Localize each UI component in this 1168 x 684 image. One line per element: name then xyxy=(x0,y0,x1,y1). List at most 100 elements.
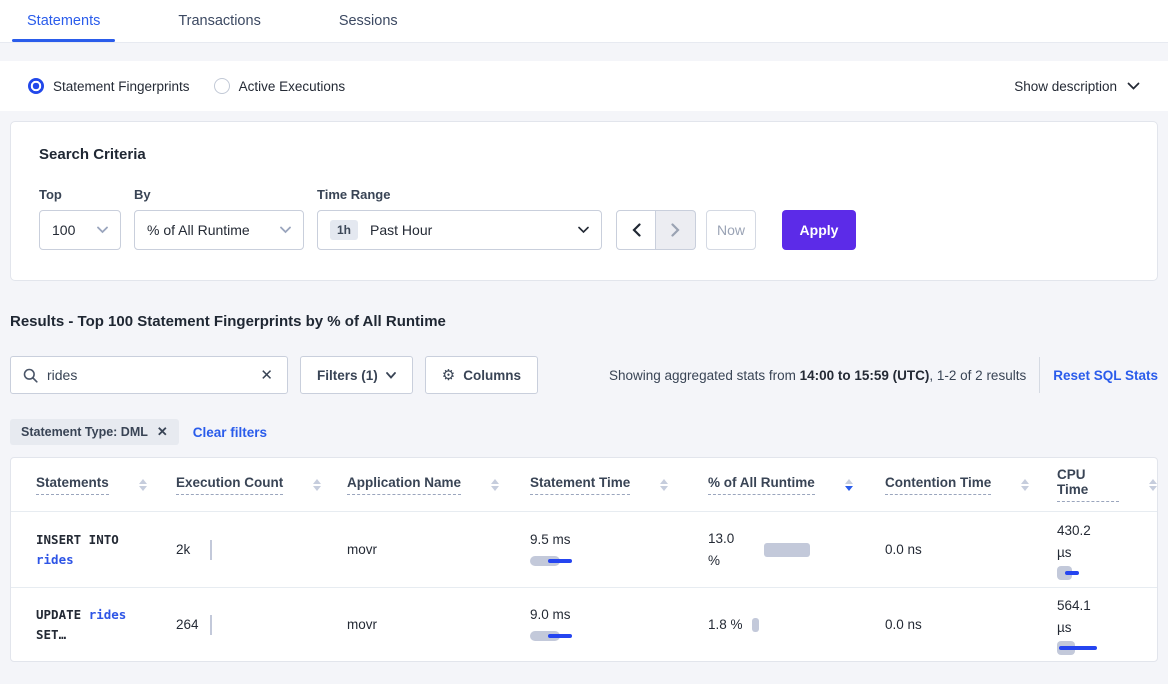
radio-active-executions-label: Active Executions xyxy=(238,78,346,94)
statement-time-value: 9.0 ms xyxy=(530,606,571,622)
time-range-label: Time Range xyxy=(317,187,391,202)
stats-suffix: , 1-2 of 2 results xyxy=(929,367,1027,383)
column-header-application-name: Application Name xyxy=(347,475,530,495)
filter-pill-label: Statement Type: DML xyxy=(21,425,148,439)
gear-icon: ⚙ xyxy=(441,367,456,384)
filter-pills-row: Statement Type: DML ✕ Clear filters xyxy=(10,419,1158,445)
statement-link[interactable]: rides xyxy=(88,606,127,622)
execution-count-cell: 2k xyxy=(176,539,347,560)
time-range-field: Time Range 1h Past Hour xyxy=(317,187,602,250)
application-name-cell: movr xyxy=(347,617,530,632)
cpu-time-value: 430.2 xyxy=(1057,522,1091,538)
execution-count-cell: 264 xyxy=(176,614,347,635)
statement-time-bar xyxy=(530,554,576,568)
chevron-down-icon xyxy=(566,226,589,234)
search-criteria-card: Search Criteria Top 100 By % of All Runt… xyxy=(10,121,1158,281)
column-header-pct-all-runtime: % of All Runtime xyxy=(708,475,885,495)
sql-keyword: UPDATE xyxy=(36,606,82,622)
search-icon xyxy=(23,368,38,383)
column-header-cpu-time: CPU Time xyxy=(1057,467,1157,502)
cpu-time-value: 564.1 xyxy=(1057,597,1091,613)
statement-fingerprint-cell: UPDATE rides SET… xyxy=(36,605,176,645)
statements-table: Statements Execution Count Application N… xyxy=(10,457,1158,662)
remove-filter-icon[interactable]: ✕ xyxy=(156,424,168,439)
pct-runtime-value: 13.0 xyxy=(708,530,735,546)
pct-runtime-bar xyxy=(764,542,810,557)
next-time-range-button[interactable] xyxy=(656,210,696,250)
header-label[interactable]: Contention Time xyxy=(885,475,992,495)
filters-button[interactable]: Filters (1) xyxy=(300,356,413,394)
apply-button[interactable]: Apply xyxy=(782,210,856,250)
previous-time-range-button[interactable] xyxy=(616,210,656,250)
header-label[interactable]: Statement Time xyxy=(530,475,631,495)
show-description-label: Show description xyxy=(1014,78,1117,94)
pct-runtime-value: 1.8 % xyxy=(708,617,743,632)
application-name-value: movr xyxy=(347,617,377,632)
sort-icon[interactable] xyxy=(1021,478,1030,491)
chevron-left-icon xyxy=(631,223,641,237)
column-header-contention-time: Contention Time xyxy=(885,475,1057,495)
table-row[interactable]: INSERT INTO rides 2k movr 9.5 ms 13.0 % … xyxy=(11,512,1157,588)
search-criteria-fields: Top 100 By % of All Runtime Time Range 1… xyxy=(39,187,1129,250)
cpu-time-unit: µs xyxy=(1057,619,1072,635)
results-heading: Results - Top 100 Statement Fingerprints… xyxy=(10,313,446,330)
top-select-value: 100 xyxy=(52,222,76,238)
cpu-time-unit: µs xyxy=(1057,544,1072,560)
pct-runtime-bar xyxy=(751,617,759,632)
column-header-statements: Statements xyxy=(36,475,176,495)
search-box: ✕ xyxy=(10,356,288,394)
reset-sql-stats-link[interactable]: Reset SQL Stats xyxy=(1053,367,1158,383)
contention-time-value: 0.0 ns xyxy=(885,617,922,632)
filter-pill-statement-type[interactable]: Statement Type: DML ✕ xyxy=(10,419,179,445)
columns-button[interactable]: ⚙ Columns xyxy=(424,356,538,394)
contention-time-value: 0.0 ns xyxy=(885,542,922,557)
search-criteria-title: Search Criteria xyxy=(39,146,146,163)
cpu-time-bar xyxy=(1057,640,1099,655)
sort-icon-active-desc[interactable] xyxy=(844,478,853,491)
top-select[interactable]: 100 xyxy=(39,210,121,250)
header-label[interactable]: % of All Runtime xyxy=(708,475,815,495)
aggregated-stats-text: Showing aggregated stats from 14:00 to 1… xyxy=(609,368,1026,383)
header-label[interactable]: Execution Count xyxy=(176,475,284,495)
stats-range: 14:00 to 15:59 (UTC) xyxy=(799,367,930,383)
sort-icon[interactable] xyxy=(313,478,322,491)
tab-transactions[interactable]: Transactions xyxy=(178,13,261,29)
chevron-down-icon xyxy=(85,226,108,234)
time-range-select[interactable]: 1h Past Hour xyxy=(317,210,602,250)
by-select[interactable]: % of All Runtime xyxy=(134,210,304,250)
application-name-value: movr xyxy=(347,542,377,557)
contention-time-cell: 0.0 ns xyxy=(885,542,1057,557)
statement-time-cell: 9.0 ms xyxy=(530,607,708,643)
tab-statements[interactable]: Statements xyxy=(12,0,116,42)
tab-sessions[interactable]: Sessions xyxy=(338,13,398,29)
clear-search-icon[interactable]: ✕ xyxy=(260,367,273,384)
now-button[interactable]: Now xyxy=(706,210,756,250)
header-label[interactable]: Statements xyxy=(36,475,109,495)
top-tab-bar: Statements Transactions Sessions xyxy=(0,0,1168,43)
sort-icon[interactable] xyxy=(491,478,500,491)
view-toggle-bar: Statement Fingerprints Active Executions… xyxy=(0,61,1168,111)
statement-link[interactable]: rides xyxy=(36,551,74,567)
pct-runtime-cell: 1.8 % xyxy=(708,617,885,632)
statement-fingerprint-cell: INSERT INTO rides xyxy=(36,530,176,570)
radio-unselected-icon xyxy=(213,78,230,94)
header-label[interactable]: Application Name xyxy=(347,475,462,495)
search-input[interactable] xyxy=(47,367,259,383)
clear-filters-link[interactable]: Clear filters xyxy=(192,424,268,440)
header-label[interactable]: CPU Time xyxy=(1057,467,1119,502)
contention-time-cell: 0.0 ns xyxy=(885,617,1057,632)
sort-icon[interactable] xyxy=(138,478,147,491)
show-description-toggle[interactable]: Show description xyxy=(1014,79,1140,94)
columns-button-label: Columns xyxy=(463,367,521,383)
sql-keyword: INSERT INTO xyxy=(36,531,119,547)
radio-active-executions[interactable]: Active Executions xyxy=(213,78,346,94)
execution-count-value: 264 xyxy=(176,617,199,632)
cpu-time-cell: 430.2 µs xyxy=(1057,520,1157,580)
top-field: Top 100 xyxy=(39,187,121,250)
sort-icon[interactable] xyxy=(1149,478,1157,491)
radio-selected-icon xyxy=(28,78,44,94)
radio-statement-fingerprints[interactable]: Statement Fingerprints xyxy=(28,78,190,94)
table-row[interactable]: UPDATE rides SET… 264 movr 9.0 ms 1.8 % … xyxy=(11,588,1157,661)
execution-count-value: 2k xyxy=(176,542,191,557)
sort-icon[interactable] xyxy=(660,478,669,491)
